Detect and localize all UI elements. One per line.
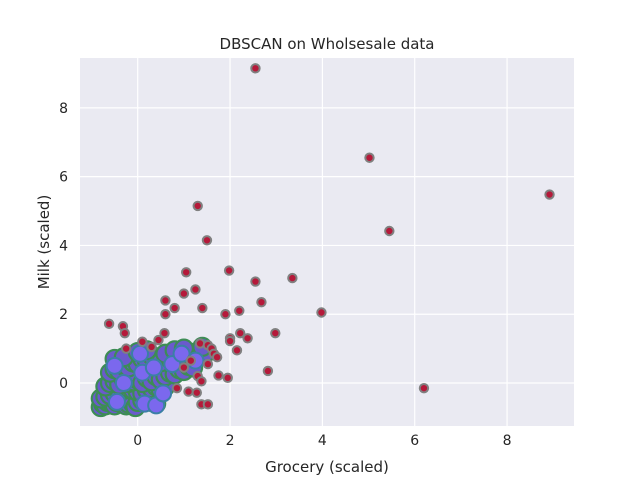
noise-point <box>222 372 233 384</box>
noise-point <box>224 335 236 347</box>
noise-point <box>364 152 375 163</box>
y-tick-labels: 0 2 4 6 8 <box>59 101 68 392</box>
noise-point <box>220 309 231 320</box>
x-axis-label: Grocery (scaled) <box>265 458 389 476</box>
cluster-1-point <box>114 374 133 393</box>
y-tick-label: 2 <box>59 307 68 323</box>
noise-point <box>169 302 180 314</box>
noise-point <box>103 318 115 330</box>
noise-point <box>202 399 214 410</box>
noise-point <box>190 284 201 295</box>
noise-point <box>171 382 183 394</box>
noise-point <box>178 362 190 373</box>
noise-point <box>146 341 157 353</box>
y-tick-label: 8 <box>59 101 68 117</box>
noise-point <box>191 387 203 398</box>
noise-point <box>231 345 243 356</box>
x-tick-label: 4 <box>318 433 327 449</box>
noise-point <box>287 272 298 284</box>
noise-point <box>235 327 246 339</box>
noise-point <box>223 265 235 276</box>
noise-point <box>192 200 203 212</box>
y-tick-label: 6 <box>59 170 68 186</box>
grid-lines <box>80 58 574 426</box>
data-points <box>90 63 555 418</box>
noise-point <box>159 327 170 339</box>
noise-point <box>262 365 274 377</box>
noise-point <box>120 343 132 354</box>
x-tick-label: 8 <box>503 433 512 449</box>
cluster-1-point <box>154 384 173 403</box>
noise-point <box>202 358 214 370</box>
noise-point <box>250 63 261 74</box>
noise-point <box>211 352 223 363</box>
x-tick-label: 2 <box>226 433 235 449</box>
x-tick-label: 6 <box>410 433 419 449</box>
noise-point <box>213 370 224 381</box>
noise-point <box>256 296 267 308</box>
noise-point <box>544 189 555 200</box>
noise-point <box>384 225 395 237</box>
x-tick-labels: 0 2 4 6 8 <box>133 433 511 449</box>
x-tick-label: 0 <box>133 433 142 449</box>
noise-point <box>180 267 192 278</box>
cluster-1-point <box>107 392 126 411</box>
noise-point <box>250 276 261 287</box>
cluster-1-point <box>144 358 163 377</box>
noise-point <box>178 288 190 299</box>
noise-point <box>160 295 171 306</box>
noise-point <box>418 382 430 394</box>
noise-point <box>185 355 197 366</box>
noise-point <box>316 307 327 318</box>
noise-point <box>234 305 245 316</box>
noise-point <box>119 327 130 339</box>
y-tick-label: 4 <box>59 238 68 254</box>
y-axis-label: Milk (scaled) <box>35 195 53 290</box>
noise-point <box>153 334 164 346</box>
noise-point <box>270 327 281 339</box>
cluster-1-point <box>172 344 191 363</box>
noise-point <box>197 302 208 314</box>
noise-point <box>183 386 194 397</box>
cluster-1-point <box>105 356 124 375</box>
noise-point <box>160 309 171 320</box>
noise-point <box>201 235 213 246</box>
cluster-1-point <box>131 344 150 363</box>
noise-point <box>196 376 207 387</box>
chart-title: DBSCAN on Wholsesale data <box>220 35 435 53</box>
noise-point <box>242 333 253 344</box>
noise-point <box>137 336 148 347</box>
y-tick-label: 0 <box>59 376 68 392</box>
